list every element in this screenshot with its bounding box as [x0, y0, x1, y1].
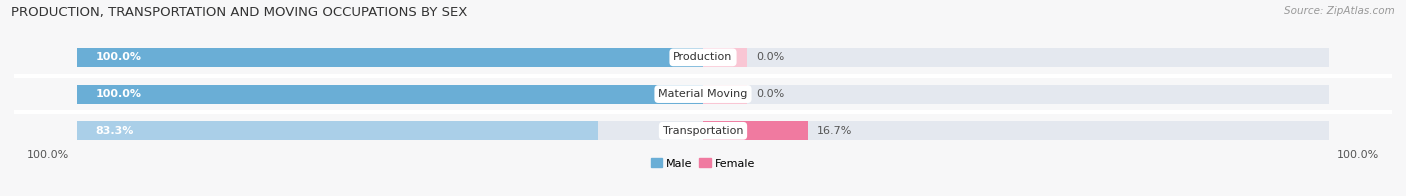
Bar — [77, 48, 703, 67]
Bar — [77, 121, 599, 140]
Bar — [77, 84, 1329, 104]
Bar — [703, 84, 747, 104]
Text: Material Moving: Material Moving — [658, 89, 748, 99]
Text: PRODUCTION, TRANSPORTATION AND MOVING OCCUPATIONS BY SEX: PRODUCTION, TRANSPORTATION AND MOVING OC… — [11, 6, 468, 19]
Bar — [77, 48, 1329, 67]
Text: Source: ZipAtlas.com: Source: ZipAtlas.com — [1284, 6, 1395, 16]
Text: 100.0%: 100.0% — [27, 150, 69, 160]
Bar — [703, 48, 747, 67]
Text: Transportation: Transportation — [662, 126, 744, 136]
Text: 100.0%: 100.0% — [96, 52, 142, 62]
Bar — [77, 121, 1329, 140]
Legend: Male, Female: Male, Female — [647, 154, 759, 173]
Text: 16.7%: 16.7% — [817, 126, 852, 136]
Text: 0.0%: 0.0% — [756, 89, 785, 99]
Text: 100.0%: 100.0% — [1337, 150, 1379, 160]
Text: 100.0%: 100.0% — [96, 89, 142, 99]
Bar — [77, 84, 703, 104]
Text: 0.0%: 0.0% — [756, 52, 785, 62]
Bar — [703, 121, 807, 140]
Text: Production: Production — [673, 52, 733, 62]
Text: 83.3%: 83.3% — [96, 126, 134, 136]
